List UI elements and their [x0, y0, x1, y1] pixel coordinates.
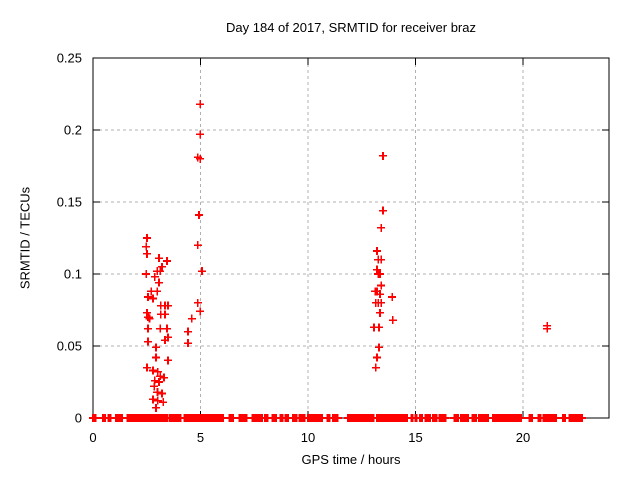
plot-border: [92, 57, 610, 419]
y-tick-label: 0.1: [64, 267, 82, 282]
x-tick-label: 10: [301, 430, 315, 445]
x-tick-label: 15: [408, 430, 422, 445]
x-tick-label: 0: [89, 430, 96, 445]
y-tick-label: 0.05: [57, 339, 82, 354]
x-tick-label: 5: [197, 430, 204, 445]
x-tick-label: 20: [516, 430, 530, 445]
y-tick-label: 0.15: [57, 195, 82, 210]
y-tick-label: 0.2: [64, 123, 82, 138]
y-axis-label: SRMTID / TECUs: [17, 186, 33, 290]
chart-title: Day 184 of 2017, SRMTID for receiver bra…: [226, 20, 476, 35]
y-tick-label: 0: [75, 411, 82, 426]
x-axis-label: GPS time / hours: [301, 452, 401, 467]
baseline-points: [89, 414, 587, 422]
data-points: [142, 100, 552, 412]
y-tick-label: 0.25: [57, 51, 82, 66]
